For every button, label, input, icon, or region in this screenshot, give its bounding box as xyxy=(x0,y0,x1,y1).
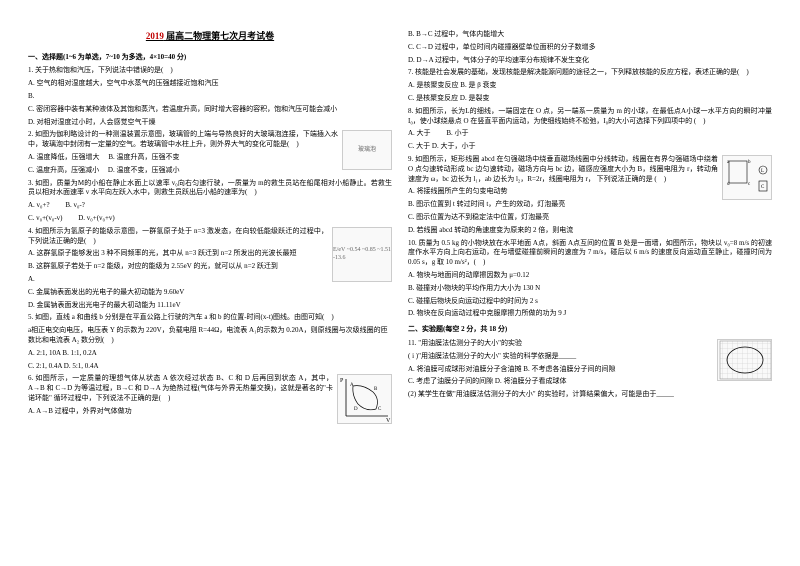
q3-a: A. v₀+? xyxy=(28,201,50,209)
q5-b: A. 2:1, 10A B. 1:1, 0.2A xyxy=(28,349,392,359)
section1-head: 一、选择题(1~6 为单选，7~10 为多选，4×10=40 分) xyxy=(28,53,392,63)
q10-d: D. 物块在反向运动过程中克服摩擦力所做的功为 9 J xyxy=(408,309,772,319)
q10-c: C. 碰撞后物块反向运动过程中的时间为 2 s xyxy=(408,297,772,307)
q1-c: C. 密闭容器中装有某种液体及其饱和蒸汽，若温度升高，同时增大容器的容积，饱和汽… xyxy=(28,105,392,115)
q6-b: B. B→C 过程中，气体内能增大 xyxy=(408,30,772,40)
q9-d: D. 若线圈 abcd 转动的角速度变为原来的 2 倍，则电流 xyxy=(408,226,772,236)
svg-text:D: D xyxy=(354,407,358,412)
circuit-svg: a b c d L C xyxy=(723,155,771,200)
right-column: B. B→C 过程中，气体内能增大 C. C→D 过程中，单位时间内碰撞器壁单位… xyxy=(400,30,780,556)
q1-b: B. xyxy=(28,92,392,102)
q3-stem: 3. 如图，质量为M的小船在静止水面上以速率 v₀向右匀速行驶，一质量为 m的救… xyxy=(28,179,392,199)
title-year: 2019 xyxy=(146,31,164,41)
svg-text:C: C xyxy=(761,185,765,190)
svg-text:c: c xyxy=(748,182,751,187)
q1-a: A. 空气的相对湿度越大，空气中水蒸气的压强越接近饱和汽压 xyxy=(28,79,392,89)
q10-b: B. 碰撞对小物块的平均作用力大小为 130 N xyxy=(408,284,772,294)
q3-c: C. v₀+(v₀-v) xyxy=(28,214,63,222)
q3-opts1: A. v₀+? B. v₀-? xyxy=(28,201,392,211)
exam-title: 2019 届高二物理第七次月考试卷 xyxy=(28,30,392,43)
q9-stem: 9. 如图所示，矩形线圈 abcd 在匀强磁场中绕垂直磁场线圈中分线转动，线圈在… xyxy=(408,155,772,184)
q3-d: D. v₀+(v₀+v) xyxy=(78,214,115,222)
q2-opts2: C. 温度升高，压强减小 D. 温度不变，压强减小 xyxy=(28,166,392,176)
q4-c1: C. 金属钠表面发出的光电子的最大初动能为 9.60eV xyxy=(28,288,392,298)
svg-text:A: A xyxy=(350,383,354,388)
oil-film-svg xyxy=(718,339,771,381)
q5-a: a相正电交向电压，电压表 Y 的示数为 220V，负载电阻 R=44Ω，电流表 … xyxy=(28,326,392,346)
q2-diagram-label: 玻璃泡 xyxy=(358,146,376,154)
q7-a: A. 是核聚变反应 B. 是 β 衰变 xyxy=(408,81,772,91)
svg-text:b: b xyxy=(748,160,751,165)
q7-stem: 7. 核能是社会发展的基础，发现核能是解决能源问题的途径之一，下列释放核能的反应… xyxy=(408,68,772,78)
section2-head: 二、实验题(每空 2 分，共 18 分) xyxy=(408,325,772,335)
left-column: 2019 届高二物理第七次月考试卷 一、选择题(1~6 为单选，7~10 为多选… xyxy=(20,30,400,556)
svg-text:V: V xyxy=(386,418,391,424)
q4-c2: D. 金属钠表面发出光电子的最大初动能为 11.11eV xyxy=(28,301,392,311)
q2-d: D. 温度不变，压强减小 xyxy=(108,166,180,174)
q5-stem: 5. 如图，直线 a 和曲线 b 分别是在平直公路上行驶的汽车 a 和 b 的位… xyxy=(28,313,392,323)
q5-c: C. 2:1, 0.4A D. 5:1, 0.4A xyxy=(28,362,392,372)
q2-c: C. 温度升高，压强减小 xyxy=(28,166,99,174)
svg-text:C: C xyxy=(378,407,382,412)
q9-diagram: a b c d L C xyxy=(722,155,772,200)
q8-a: A. 大于 xyxy=(408,129,431,137)
q9-a: A. 将接线圈所产生的匀变电动势 xyxy=(408,187,772,197)
q8-stem: 8. 如图所示，长为L的细线，一端固定在 O 点，另一端系一质量为 m 的小球，… xyxy=(408,107,772,127)
q8-opts: A. 大于 B. 小于 xyxy=(408,129,772,139)
q6-diagram: P V A B C D xyxy=(337,374,392,424)
q11-p2: (2) 某学生在做"用油膜法估测分子的大小" 的实验时，计算结果偏大，可能是由于… xyxy=(408,390,772,400)
q9-b: B. 图示位置到 t 转过时间 t，产生的效动，灯泡最亮 xyxy=(408,200,772,210)
q8-b: B. 小于 xyxy=(446,129,468,137)
q3-opts2: C. v₀+(v₀-v) D. v₀+(v₀+v) xyxy=(28,214,392,224)
q3-b: B. v₀-? xyxy=(65,201,85,209)
q6-d: D. D→A 过程中，气体分子的平均速率分布规律不发生变化 xyxy=(408,56,772,66)
q1-d: D. 对相对湿度过小时，人会感觉空气干燥 xyxy=(28,118,392,128)
q11-p1-text: ( i )"用油膜法估测分子的大小" 实验的科学依据是_____ xyxy=(408,352,576,360)
q4-diagram: E/eV ~0.54 ~0.85 ~1.51 -13.6 xyxy=(332,227,392,282)
svg-text:P: P xyxy=(340,378,344,384)
q4-diagram-label: E/eV ~0.54 ~0.85 ~1.51 -13.6 xyxy=(333,246,391,263)
q2-diagram: 玻璃泡 xyxy=(342,130,392,170)
q6-c: C. C→D 过程中，单位时间内碰撞器壁单位面积的分子数增多 xyxy=(408,43,772,53)
pv-diagram-svg: P V A B C D xyxy=(338,374,391,424)
q11-diagram xyxy=(717,339,772,381)
q9-c: C. 图示位置为达不到稳定法中位置，灯泡最亮 xyxy=(408,213,772,223)
q2-b: B. 温度升高，压强不变 xyxy=(108,153,179,161)
svg-text:L: L xyxy=(761,169,764,174)
q2-opts: A. 温度降低，压强增大 B. 温度升高，压强不变 xyxy=(28,153,392,163)
q10-stem: 10. 质量为 0.5 kg 的小物块放在水平地面 A点，斜面 A点互间的位置 … xyxy=(408,239,772,268)
q2-stem: 2. 如图为伽利略设计的一种测温装置示意图，玻璃管的上端与导热良好的大玻璃泡连接… xyxy=(28,130,392,150)
svg-text:B: B xyxy=(374,387,378,392)
q1-stem: 1. 关于热和饱和汽压，下列说法中错误的是( ) xyxy=(28,66,392,76)
q8-c: C. 大于 D. 大于，小于 xyxy=(408,142,772,152)
q7-c: C. 是核聚变反应 D. 是裂变 xyxy=(408,94,772,104)
q2-a: A. 温度降低，压强增大 xyxy=(28,153,100,161)
q10-a: A. 物块与地面间的动摩擦因数为 μ=0.12 xyxy=(408,271,772,281)
title-rest: 届高二物理第七次月考试卷 xyxy=(164,31,274,41)
q11-p2-text: (2) 某学生在做"用油膜法估测分子的大小" 的实验时，计算结果偏大，可能是由于… xyxy=(408,390,674,398)
